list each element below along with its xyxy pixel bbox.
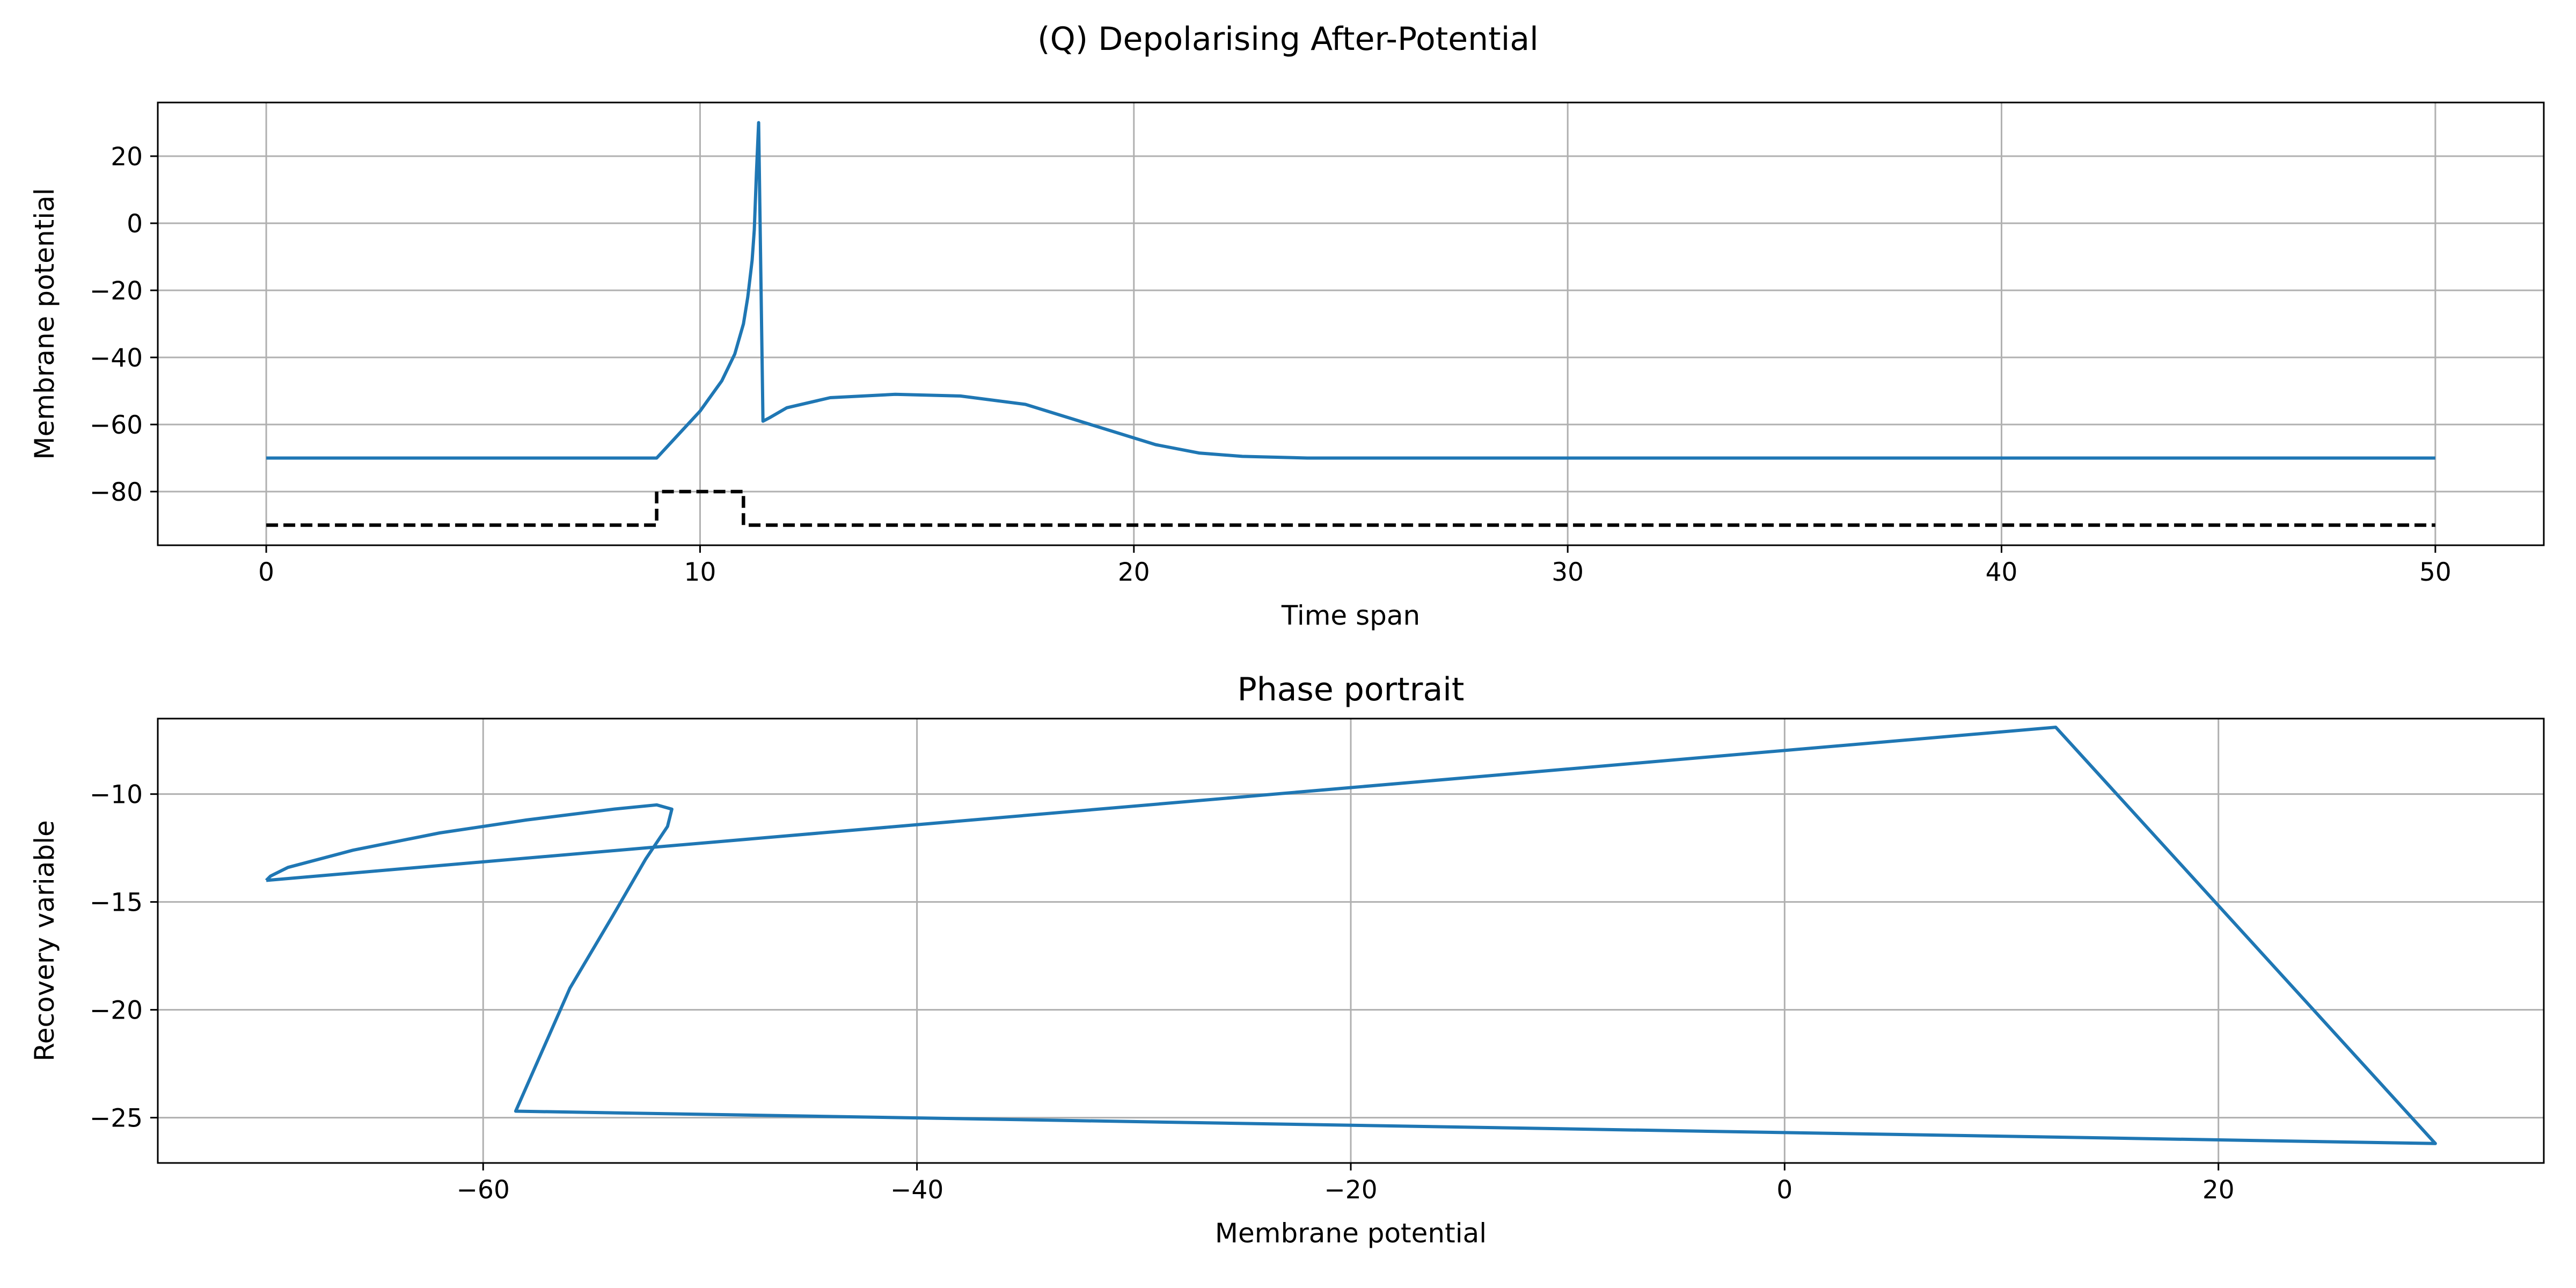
phase-x-tick-label-4: 20: [2202, 1175, 2235, 1205]
phase-panel-title: Phase portrait: [1238, 671, 1465, 708]
figure-suptitle: (Q) Depolarising After-Potential: [1037, 20, 1539, 58]
top-x-tick-label-5: 50: [2419, 558, 2451, 587]
phase-x-tick-label-2: −20: [1324, 1175, 1377, 1205]
top-y-axis-label: Membrane potential: [29, 188, 60, 459]
phase-y-tick-label-2: −15: [90, 888, 143, 918]
top-y-tick-label-5: 20: [111, 142, 143, 172]
phase-y-tick-label-3: −10: [90, 780, 143, 810]
phase-x-tick-label-3: 0: [1776, 1175, 1792, 1205]
phase-y-axis-label: Recovery variable: [29, 820, 60, 1061]
top-x-axis-label: Time span: [1281, 600, 1420, 631]
top-series-line-0: [266, 121, 2435, 460]
top-axes-frame: [157, 101, 2545, 546]
top-y-tick-label-4: 0: [127, 209, 143, 239]
time-series-panel: 0 10 20 30 40 50 −80 −60 −40 −20 0 20 Time span Membr…: [29, 101, 2545, 631]
top-y-tick-label-3: −20: [90, 276, 143, 306]
top-x-tick-label-1: 10: [684, 558, 716, 587]
top-x-tick-label-0: 0: [258, 558, 274, 587]
phase-x-tick-label-1: −40: [890, 1175, 943, 1205]
top-series-line-1: [266, 489, 2435, 527]
phase-y-tick-label-0: −25: [90, 1104, 143, 1133]
top-x-tick-label-4: 40: [1986, 558, 2018, 587]
top-x-tick-label-2: 20: [1118, 558, 1150, 587]
top-y-tick-label-2: −40: [90, 343, 143, 373]
phase-x-tick-label-0: −60: [457, 1175, 510, 1205]
top-y-tick-label-1: −60: [90, 411, 143, 440]
top-y-tick-label-0: −80: [90, 478, 143, 507]
phase-y-tick-label-1: −20: [90, 996, 143, 1026]
phase-x-axis-label: Membrane potential: [1215, 1218, 1487, 1249]
phase-series-line-0: [265, 726, 2437, 1145]
top-x-tick-label-3: 30: [1552, 558, 1584, 587]
phase-portrait-panel: −60 −40 −20 0 20 −25 −20 −15 −10 Membrane potenti…: [29, 671, 2545, 1249]
